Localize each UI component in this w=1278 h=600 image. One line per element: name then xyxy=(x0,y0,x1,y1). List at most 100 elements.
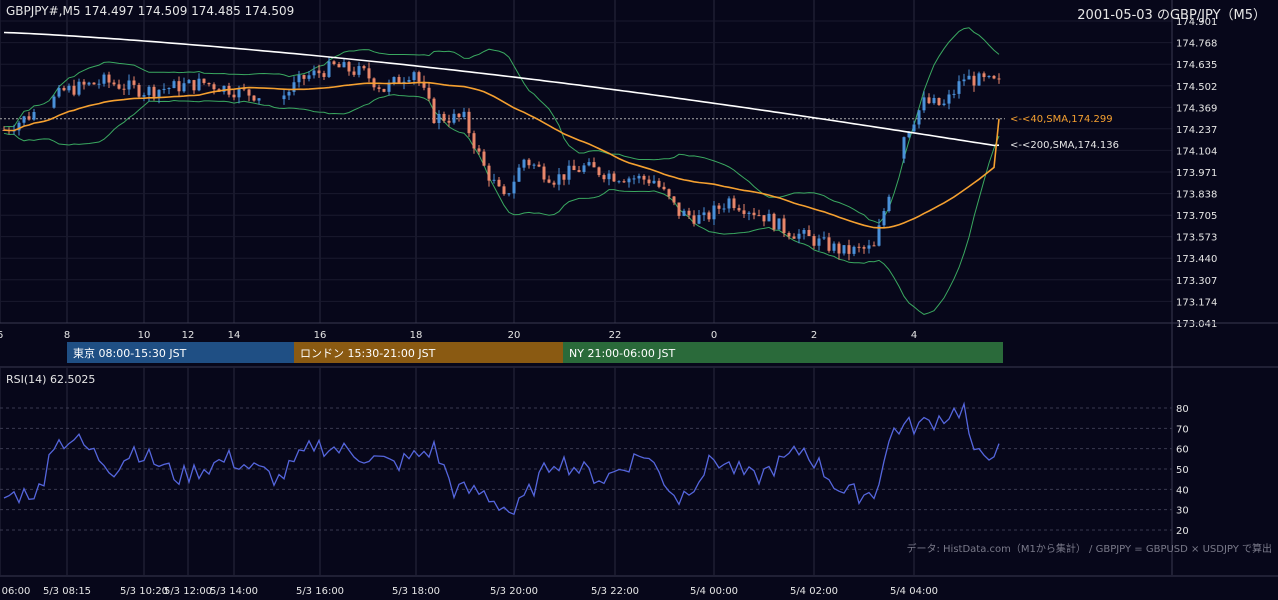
bollinger-lower xyxy=(3,94,1000,315)
candle-body xyxy=(82,81,86,85)
candle-body xyxy=(992,75,996,79)
candle-body xyxy=(467,111,471,134)
candle-body xyxy=(222,85,226,92)
candle-body xyxy=(957,81,961,94)
candle-body xyxy=(652,180,656,184)
candle-body xyxy=(672,196,676,203)
footer-note: データ: HistData.com（M1から集計） / GBPJPY = GBP… xyxy=(906,544,1272,555)
candle-body xyxy=(822,237,826,239)
candle-body xyxy=(572,165,576,171)
price-tick-label: 173.573 xyxy=(1176,233,1217,244)
candle-body xyxy=(947,94,951,104)
session-band xyxy=(563,342,1003,363)
rsi-time-tick-label: 5/3 08:15 xyxy=(43,586,91,597)
candle-body xyxy=(927,97,931,104)
candle-body xyxy=(547,179,551,183)
time-tick-label: 22 xyxy=(609,330,622,341)
candle-body xyxy=(417,72,421,82)
candle-body xyxy=(492,179,496,181)
price-tick-label: 174.369 xyxy=(1176,103,1217,114)
rsi-tick-label: 80 xyxy=(1176,404,1189,415)
candle-body xyxy=(727,198,731,209)
rsi-tick-label: 60 xyxy=(1176,445,1189,456)
candle-body xyxy=(847,245,851,254)
price-tick-label: 173.440 xyxy=(1176,254,1217,265)
candle-body xyxy=(287,91,291,96)
candle-body xyxy=(802,230,806,234)
candle-body xyxy=(167,88,171,90)
candle-body xyxy=(647,179,651,184)
candle-body xyxy=(432,98,436,124)
candle-body xyxy=(67,85,71,91)
candle-body xyxy=(172,81,176,89)
price-tick-label: 173.174 xyxy=(1176,297,1217,308)
candle-body xyxy=(357,66,361,75)
rsi-tick-label: 50 xyxy=(1176,465,1189,476)
candle-body xyxy=(362,66,366,69)
candle-body xyxy=(207,82,211,85)
session-label: 東京 08:00-15:30 JST xyxy=(73,346,187,360)
candle-body xyxy=(907,131,911,138)
candle-body xyxy=(582,165,586,172)
rsi-time-tick-label: 5/3 14:00 xyxy=(210,586,258,597)
candle-body xyxy=(632,178,636,180)
candle-body xyxy=(777,218,781,230)
candle-body xyxy=(962,79,966,82)
candle-body xyxy=(507,193,511,195)
time-tick-label: 14 xyxy=(228,330,241,341)
candle-body xyxy=(462,111,466,118)
candle-body xyxy=(692,215,696,224)
candle-body xyxy=(677,202,681,216)
candle-body xyxy=(767,213,771,222)
candle-body xyxy=(32,112,36,120)
rsi-time-tick-label: 5/3 10:20 xyxy=(120,586,168,597)
candle-body xyxy=(232,94,236,98)
candle-body xyxy=(627,178,631,183)
candle-body xyxy=(932,97,936,104)
session-label: ロンドン 15:30-21:00 JST xyxy=(300,347,436,360)
candle-body xyxy=(757,215,761,217)
price-tick-label: 174.104 xyxy=(1176,146,1217,157)
candle-body xyxy=(367,68,371,79)
candle-body xyxy=(147,86,151,96)
price-tick-label: 173.705 xyxy=(1176,211,1217,222)
rsi-tick-label: 20 xyxy=(1176,526,1189,537)
candle-body xyxy=(247,89,251,96)
candle-body xyxy=(192,80,196,91)
candle-body xyxy=(77,81,81,95)
candle-body xyxy=(142,95,146,97)
candle-body xyxy=(697,215,701,224)
rsi-time-tick-label: 5/3 16:00 xyxy=(296,586,344,597)
candle-body xyxy=(302,75,306,79)
candle-body xyxy=(342,62,346,68)
time-tick-label: 16 xyxy=(314,330,327,341)
candle-body xyxy=(107,74,111,83)
rsi-line xyxy=(3,401,1000,516)
candle-body xyxy=(427,87,431,99)
price-tick-label: 173.307 xyxy=(1176,276,1217,287)
candle-body xyxy=(792,236,796,239)
candle-body xyxy=(522,159,526,168)
candle-body xyxy=(577,170,581,172)
candle-body xyxy=(327,61,331,77)
candle-body xyxy=(392,77,396,83)
time-tick-label: 4 xyxy=(911,330,917,341)
sma200-line xyxy=(3,31,1000,147)
candle-body xyxy=(527,159,531,166)
candle-body xyxy=(297,75,301,83)
rsi-time-tick-label: 5/4 04:00 xyxy=(890,586,938,597)
rsi-label: RSI(14) 62.5025 xyxy=(6,373,96,386)
candle-body xyxy=(827,237,831,251)
candle-body xyxy=(197,78,201,91)
candle-body xyxy=(202,78,206,83)
candle-body xyxy=(557,174,561,185)
candle-body xyxy=(862,247,866,249)
candle-body xyxy=(97,83,101,85)
session-label: NY 21:00-06:00 JST xyxy=(569,347,676,360)
candle-body xyxy=(237,87,241,98)
candle-body xyxy=(407,80,411,82)
candle-body xyxy=(502,186,506,195)
candle-body xyxy=(552,182,556,185)
